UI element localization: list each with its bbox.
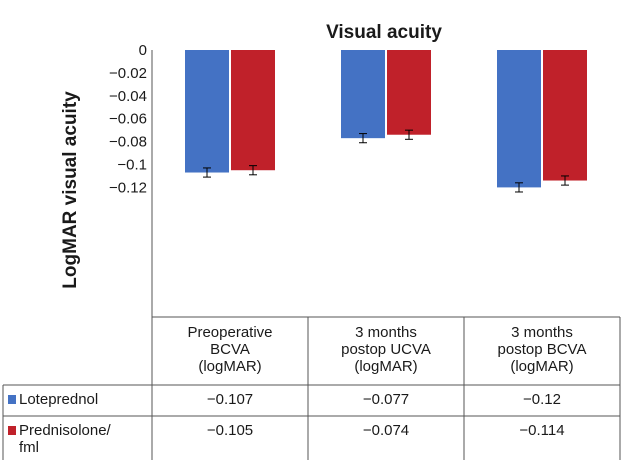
- error-bar: [561, 175, 569, 186]
- category-label: (logMAR): [198, 358, 261, 375]
- data-table-value: −0.105: [207, 422, 253, 439]
- legend-label: Loteprednol: [19, 391, 98, 408]
- category-label: 3 months: [511, 324, 573, 341]
- chart-title: Visual acuity: [326, 22, 442, 43]
- error-bar: [405, 129, 413, 140]
- bar-loteprednol: [497, 50, 541, 188]
- data-table-value: −0.12: [523, 391, 561, 408]
- y-axis-label: LogMAR visual acuity: [60, 91, 81, 289]
- category-label: (logMAR): [354, 358, 417, 375]
- y-tick-label: −0.08: [109, 134, 147, 151]
- category-label: postop UCVA: [341, 341, 431, 358]
- bar-prednisolone-fml: [543, 50, 587, 181]
- y-axis-ticks: 0 −0.02 −0.04 −0.06 −0.08 −0.1 −0.12: [109, 42, 147, 196]
- y-tick-label: −0.02: [109, 65, 147, 82]
- data-table-value: −0.114: [519, 422, 564, 439]
- legend-key: [8, 426, 16, 435]
- error-bar: [249, 165, 257, 176]
- error-bar: [515, 182, 523, 193]
- legend-label: fml: [19, 439, 39, 456]
- category-label: (logMAR): [510, 358, 573, 375]
- error-bar: [359, 133, 367, 144]
- y-tick-label: −0.1: [117, 157, 147, 174]
- category-label: Preoperative: [187, 324, 272, 341]
- data-table-value: −0.077: [363, 391, 409, 408]
- y-tick-label: 0: [139, 42, 147, 59]
- bars: [185, 50, 587, 188]
- bar-loteprednol: [185, 50, 229, 173]
- bar-prednisolone-fml: [231, 50, 275, 171]
- error-bar: [203, 167, 211, 178]
- y-tick-label: −0.12: [109, 179, 147, 196]
- category-label: BCVA: [210, 341, 250, 358]
- error-bars: [203, 129, 569, 193]
- y-tick-label: −0.06: [109, 111, 147, 128]
- legend-key: [8, 395, 16, 404]
- bar-loteprednol: [341, 50, 385, 139]
- data-table-value: −0.074: [363, 422, 409, 439]
- legend-label: Prednisolone/: [19, 422, 112, 439]
- data-table-value: −0.107: [207, 391, 253, 408]
- bar-prednisolone-fml: [387, 50, 431, 135]
- category-label: 3 months: [355, 324, 417, 341]
- y-tick-label: −0.04: [109, 88, 147, 105]
- category-label: postop BCVA: [498, 341, 587, 358]
